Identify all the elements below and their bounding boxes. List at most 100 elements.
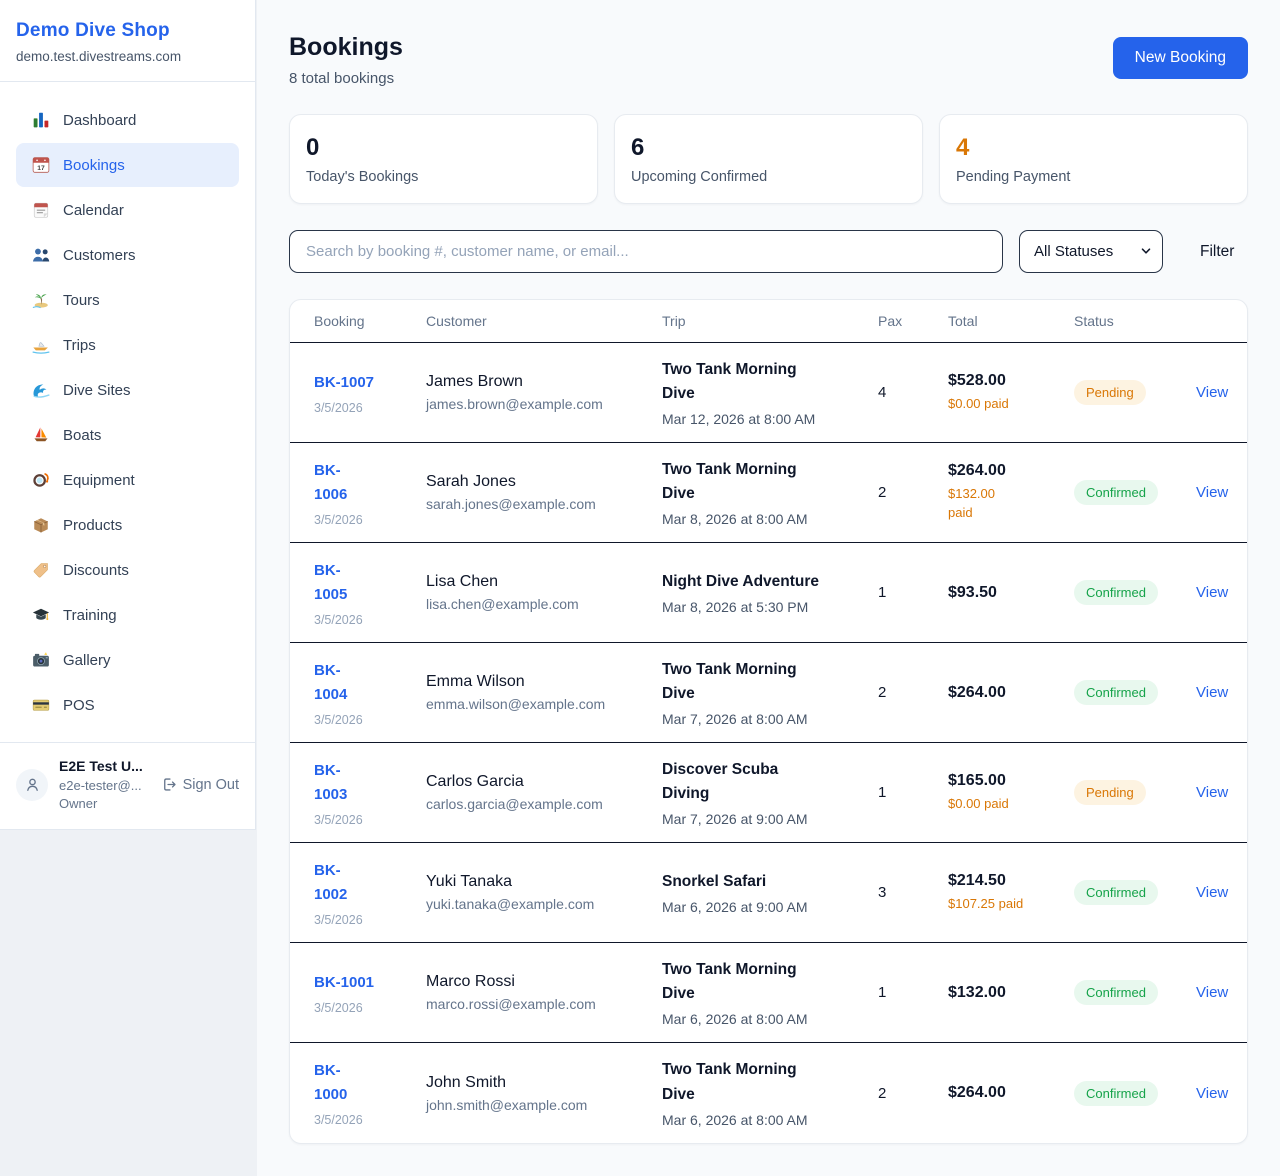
sidebar-item-label: Dashboard bbox=[63, 111, 137, 129]
package-icon bbox=[32, 516, 50, 534]
trip-name: Two Tank Morning Dive bbox=[662, 1061, 797, 1103]
avatar bbox=[16, 768, 48, 801]
sidebar-item-equipment[interactable]: Equipment bbox=[16, 458, 239, 502]
view-link[interactable]: View bbox=[1196, 384, 1229, 401]
table-header-row: Booking Customer Trip Pax Total Status bbox=[290, 300, 1247, 343]
trip-cell: Snorkel Safari Mar 6, 2026 at 9:00 AM bbox=[662, 870, 878, 915]
sidebar-item-label: Bookings bbox=[63, 156, 125, 174]
trip-name: Two Tank Morning Dive bbox=[662, 360, 797, 402]
total-amount: $93.50 bbox=[948, 583, 997, 601]
sidebar-item-pos[interactable]: POS bbox=[16, 683, 239, 727]
stat-card-upcoming-confirmed: 6 Upcoming Confirmed bbox=[614, 114, 923, 204]
view-link[interactable]: View bbox=[1196, 784, 1229, 801]
booking-date: 3/5/2026 bbox=[314, 400, 363, 415]
view-link[interactable]: View bbox=[1196, 584, 1229, 601]
trip-cell: Discover Scuba Diving Mar 7, 2026 at 9:00… bbox=[662, 758, 878, 827]
customer-email: john.smith@example.com bbox=[426, 1096, 588, 1113]
booking-id-link[interactable]: BK- 1000 bbox=[314, 1062, 348, 1103]
total-amount: $165.00 bbox=[948, 771, 1006, 789]
sidebar-item-boats[interactable]: Boats bbox=[16, 413, 239, 457]
sidebar-item-dashboard[interactable]: Dashboard bbox=[16, 98, 239, 142]
sidebar: Demo Dive Shop demo.test.divestreams.com… bbox=[0, 0, 256, 830]
sidebar-item-tours[interactable]: Tours bbox=[16, 278, 239, 322]
booking-id-link[interactable]: BK- 1006 bbox=[314, 461, 348, 503]
booking-id-link[interactable]: BK- 1002 bbox=[314, 861, 348, 903]
user-email: e2e-tester@... bbox=[59, 777, 142, 793]
view-link[interactable]: View bbox=[1196, 984, 1229, 1001]
total-amount: $214.50 bbox=[948, 871, 1006, 889]
status-cell: Confirmed bbox=[1074, 580, 1196, 605]
trip-cell: Two Tank Morning Dive Mar 6, 2026 at 8:00… bbox=[662, 1058, 878, 1127]
booking-date: 3/5/2026 bbox=[314, 712, 363, 727]
booking-id-link[interactable]: BK- 1003 bbox=[314, 761, 348, 803]
trip-cell: Two Tank Morning Dive Mar 7, 2026 at 8:00… bbox=[662, 658, 878, 727]
sidebar-item-customers[interactable]: Customers bbox=[16, 233, 239, 277]
credit-card-icon bbox=[32, 696, 50, 714]
sidebar-item-bookings[interactable]: 17 Bookings bbox=[16, 143, 239, 187]
total-amount: $528.00 bbox=[948, 371, 1006, 389]
pax-cell: 2 bbox=[878, 1084, 887, 1102]
customer-name: Carlos Garcia bbox=[426, 773, 524, 790]
column-header-trip: Trip bbox=[662, 313, 686, 329]
stat-value: 4 bbox=[956, 134, 970, 161]
customer-cell: James Brown james.brown@example.com bbox=[426, 373, 662, 412]
sidebar-item-calendar[interactable]: Calendar bbox=[16, 188, 239, 232]
page-header: Bookings 8 total bookings New Booking bbox=[289, 33, 1248, 87]
booking-id-link[interactable]: BK-1001 bbox=[314, 973, 375, 991]
status-cell: Confirmed bbox=[1074, 1080, 1196, 1106]
search-input[interactable] bbox=[289, 230, 1003, 273]
sidebar-item-label: Products bbox=[63, 516, 123, 534]
sidebar-item-label: Boats bbox=[63, 426, 102, 444]
sidebar-item-gallery[interactable]: Gallery bbox=[16, 638, 239, 682]
stat-label: Today's Bookings bbox=[306, 169, 419, 185]
column-header-status: Status bbox=[1074, 313, 1114, 329]
sidebar-item-training[interactable]: Training bbox=[16, 593, 239, 637]
trip-datetime: Mar 12, 2026 at 8:00 AM bbox=[662, 411, 816, 428]
sidebar-item-trips[interactable]: Trips bbox=[16, 323, 239, 367]
status-select[interactable]: All Statuses bbox=[1019, 230, 1163, 273]
booking-id-link[interactable]: BK- 1005 bbox=[314, 561, 348, 603]
sidebar-item-products[interactable]: Products bbox=[16, 503, 239, 547]
customer-cell: Sarah Jones sarah.jones@example.com bbox=[426, 473, 662, 512]
view-link[interactable]: View bbox=[1196, 684, 1229, 701]
booking-cell: BK- 1000 3/5/2026 bbox=[314, 1059, 426, 1127]
user-name: E2E Test U... bbox=[59, 758, 143, 774]
filter-button[interactable]: Filter bbox=[1194, 239, 1240, 265]
stat-label: Pending Payment bbox=[956, 169, 1071, 185]
status-cell: Confirmed bbox=[1074, 480, 1196, 505]
trip-datetime: Mar 7, 2026 at 8:00 AM bbox=[662, 711, 808, 728]
trip-datetime: Mar 6, 2026 at 8:00 AM bbox=[662, 1111, 808, 1128]
new-booking-button[interactable]: New Booking bbox=[1112, 37, 1248, 79]
booking-id-link[interactable]: BK- 1004 bbox=[314, 661, 348, 703]
sidebar-item-discounts[interactable]: Discounts bbox=[16, 548, 239, 592]
sidebar-header: Demo Dive Shop demo.test.divestreams.com bbox=[0, 0, 255, 82]
status-badge: Confirmed bbox=[1074, 980, 1158, 1005]
svg-text:17: 17 bbox=[37, 165, 45, 172]
status-cell: Confirmed bbox=[1074, 680, 1196, 705]
sidebar-item-label: Discounts bbox=[63, 561, 129, 579]
sidebar-item-label: POS bbox=[63, 696, 95, 714]
user-role: Owner bbox=[59, 796, 98, 812]
view-link[interactable]: View bbox=[1196, 1084, 1229, 1102]
total-cell: $132.00 bbox=[948, 984, 1074, 1002]
trip-name: Two Tank Morning Dive bbox=[662, 660, 797, 702]
total-amount: $264.00 bbox=[948, 462, 1006, 480]
column-header-total: Total bbox=[948, 313, 978, 329]
customer-email: carlos.garcia@example.com bbox=[426, 796, 603, 812]
sidebar-item-label: Gallery bbox=[63, 651, 111, 669]
paid-amount: $107.25 paid bbox=[948, 895, 1024, 911]
sidebar-item-label: Tours bbox=[63, 291, 100, 309]
status-cell: Confirmed bbox=[1074, 980, 1196, 1005]
total-cell: $264.00 $132.00 paid bbox=[948, 462, 1074, 523]
customer-name: Lisa Chen bbox=[426, 573, 499, 590]
booking-cell: BK- 1004 3/5/2026 bbox=[314, 659, 426, 727]
view-link[interactable]: View bbox=[1196, 484, 1229, 501]
view-link[interactable]: View bbox=[1196, 884, 1229, 901]
page-title: Bookings bbox=[289, 33, 403, 61]
trip-datetime: Mar 7, 2026 at 9:00 AM bbox=[662, 811, 808, 828]
sign-out-button[interactable]: Sign Out bbox=[161, 777, 239, 793]
booking-id-link[interactable]: BK-1007 bbox=[314, 373, 375, 391]
sidebar-item-dive-sites[interactable]: Dive Sites bbox=[16, 368, 239, 412]
main-content: Bookings 8 total bookings New Booking 0 T… bbox=[257, 0, 1280, 1176]
status-badge: Confirmed bbox=[1074, 1080, 1158, 1106]
